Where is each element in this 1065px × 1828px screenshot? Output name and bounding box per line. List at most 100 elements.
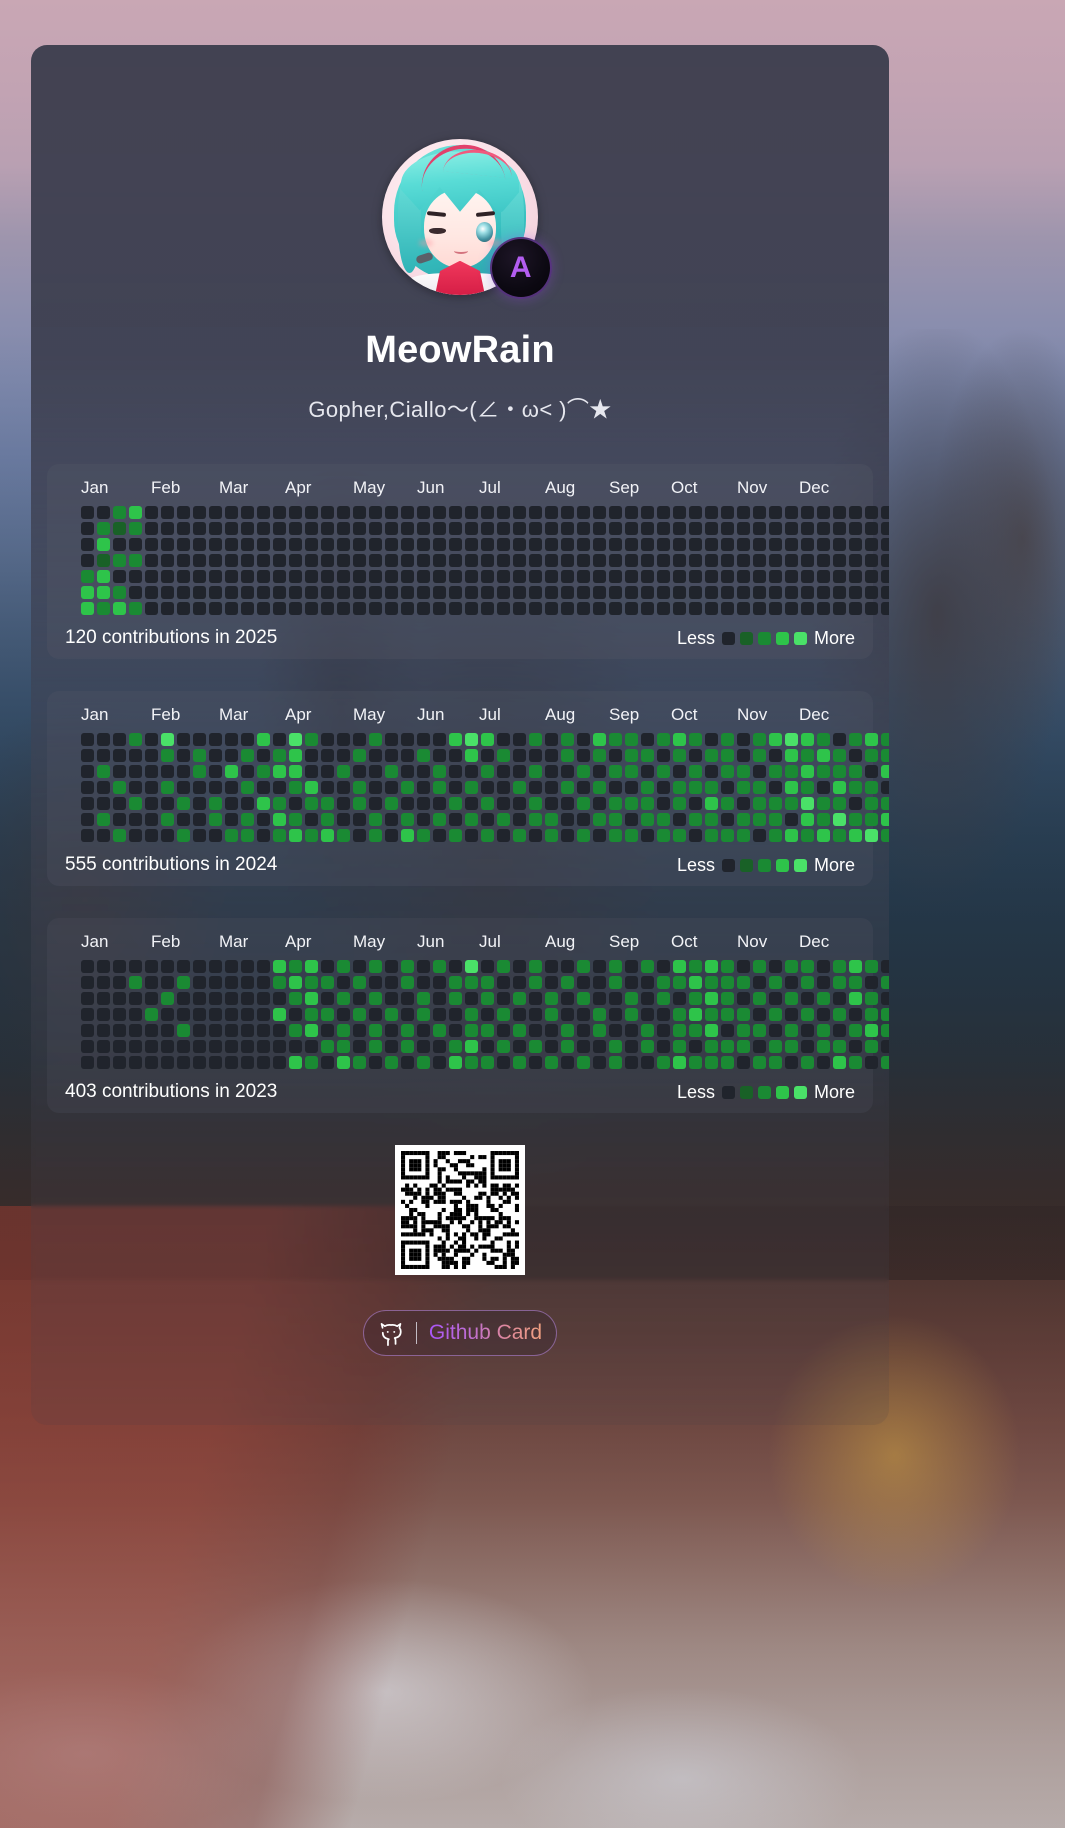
contribution-cell[interactable] — [145, 506, 158, 519]
contribution-cell[interactable] — [705, 813, 718, 826]
contribution-cell[interactable] — [497, 813, 510, 826]
contribution-cell[interactable] — [865, 733, 878, 746]
contribution-cell[interactable] — [369, 1008, 382, 1021]
contribution-cell[interactable] — [225, 813, 238, 826]
contribution-cell[interactable] — [209, 1056, 222, 1069]
contribution-cell[interactable] — [497, 1056, 510, 1069]
contribution-cell[interactable] — [273, 765, 286, 778]
contribution-cell[interactable] — [801, 1040, 814, 1053]
contribution-cell[interactable] — [337, 797, 350, 810]
contribution-cell[interactable] — [657, 522, 670, 535]
contribution-cell[interactable] — [97, 976, 110, 989]
contribution-cell[interactable] — [561, 733, 574, 746]
contribution-cell[interactable] — [481, 602, 494, 615]
contribution-cell[interactable] — [737, 1024, 750, 1037]
contribution-cell[interactable] — [673, 960, 686, 973]
contribution-cell[interactable] — [561, 506, 574, 519]
contribution-cell[interactable] — [833, 1008, 846, 1021]
contribution-cell[interactable] — [865, 813, 878, 826]
contribution-cell[interactable] — [401, 538, 414, 551]
contribution-cell[interactable] — [209, 538, 222, 551]
contribution-cell[interactable] — [129, 586, 142, 599]
contribution-cell[interactable] — [625, 813, 638, 826]
contribution-cell[interactable] — [369, 733, 382, 746]
contribution-cell[interactable] — [81, 733, 94, 746]
contribution-cell[interactable] — [753, 813, 766, 826]
contribution-cell[interactable] — [449, 1024, 462, 1037]
contribution-cell[interactable] — [625, 829, 638, 842]
contribution-cell[interactable] — [417, 992, 430, 1005]
contribution-cell[interactable] — [321, 765, 334, 778]
contribution-cell[interactable] — [673, 506, 686, 519]
contribution-cell[interactable] — [481, 1024, 494, 1037]
contribution-cell[interactable] — [561, 992, 574, 1005]
contribution-cell[interactable] — [689, 797, 702, 810]
contribution-cell[interactable] — [593, 765, 606, 778]
contribution-cell[interactable] — [545, 1008, 558, 1021]
contribution-cell[interactable] — [497, 976, 510, 989]
contribution-cell[interactable] — [129, 1008, 142, 1021]
contribution-cell[interactable] — [801, 506, 814, 519]
contribution-cell[interactable] — [433, 797, 446, 810]
contribution-cell[interactable] — [321, 797, 334, 810]
contribution-cell[interactable] — [449, 797, 462, 810]
contribution-cell[interactable] — [129, 570, 142, 583]
contribution-cell[interactable] — [785, 1056, 798, 1069]
contribution-cell[interactable] — [513, 602, 526, 615]
contribution-cell[interactable] — [801, 1056, 814, 1069]
contribution-cell[interactable] — [545, 829, 558, 842]
contribution-cell[interactable] — [145, 992, 158, 1005]
contribution-cell[interactable] — [337, 749, 350, 762]
contribution-cell[interactable] — [785, 1040, 798, 1053]
contribution-cell[interactable] — [177, 522, 190, 535]
contribution-cell[interactable] — [337, 960, 350, 973]
contribution-cell[interactable] — [737, 749, 750, 762]
contribution-cell[interactable] — [593, 554, 606, 567]
contribution-cell[interactable] — [529, 813, 542, 826]
contribution-cell[interactable] — [865, 1008, 878, 1021]
contribution-cell[interactable] — [193, 506, 206, 519]
contribution-cell[interactable] — [161, 554, 174, 567]
contribution-cell[interactable] — [161, 522, 174, 535]
contribution-cell[interactable] — [225, 1024, 238, 1037]
contribution-cell[interactable] — [321, 586, 334, 599]
contribution-cell[interactable] — [449, 538, 462, 551]
contribution-cell[interactable] — [593, 1040, 606, 1053]
contribution-cell[interactable] — [721, 1024, 734, 1037]
contribution-cell[interactable] — [769, 781, 782, 794]
contribution-cell[interactable] — [129, 1056, 142, 1069]
contribution-cell[interactable] — [849, 829, 862, 842]
contribution-cell[interactable] — [161, 586, 174, 599]
contribution-cell[interactable] — [577, 570, 590, 583]
contribution-cell[interactable] — [881, 976, 889, 989]
contribution-cell[interactable] — [113, 586, 126, 599]
contribution-cell[interactable] — [113, 992, 126, 1005]
contribution-cell[interactable] — [257, 781, 270, 794]
contribution-cell[interactable] — [385, 992, 398, 1005]
contribution-cell[interactable] — [689, 538, 702, 551]
contribution-cell[interactable] — [529, 733, 542, 746]
contribution-cell[interactable] — [337, 733, 350, 746]
contribution-cell[interactable] — [881, 781, 889, 794]
contribution-cell[interactable] — [321, 1056, 334, 1069]
contribution-cell[interactable] — [817, 797, 830, 810]
contribution-cell[interactable] — [145, 570, 158, 583]
contribution-cell[interactable] — [705, 522, 718, 535]
contribution-cell[interactable] — [529, 554, 542, 567]
contribution-cell[interactable] — [497, 1024, 510, 1037]
contribution-cell[interactable] — [401, 813, 414, 826]
contribution-cell[interactable] — [497, 586, 510, 599]
contribution-cell[interactable] — [193, 1024, 206, 1037]
contribution-cell[interactable] — [193, 992, 206, 1005]
contribution-cell[interactable] — [881, 829, 889, 842]
contribution-cell[interactable] — [257, 976, 270, 989]
contribution-cell[interactable] — [481, 992, 494, 1005]
contribution-cell[interactable] — [561, 976, 574, 989]
contribution-cell[interactable] — [129, 976, 142, 989]
contribution-cell[interactable] — [289, 1056, 302, 1069]
contribution-cell[interactable] — [737, 813, 750, 826]
contribution-cell[interactable] — [177, 554, 190, 567]
contribution-cell[interactable] — [497, 570, 510, 583]
contribution-cell[interactable] — [593, 976, 606, 989]
contribution-cell[interactable] — [849, 522, 862, 535]
